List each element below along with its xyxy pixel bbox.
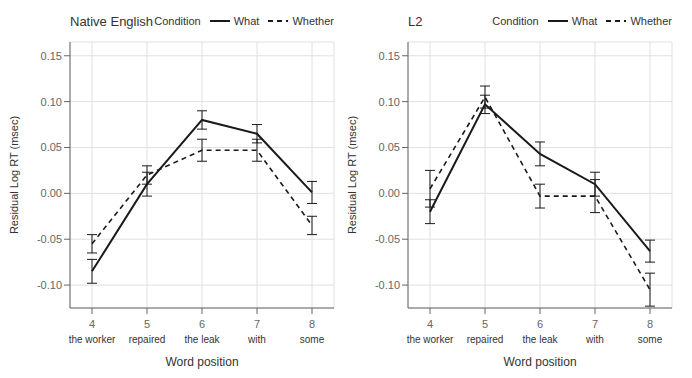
svg-text:Residual Log RT (msec): Residual Log RT (msec) [346, 116, 358, 234]
svg-text:-0.05: -0.05 [375, 233, 400, 245]
svg-text:-0.10: -0.10 [375, 279, 400, 291]
svg-text:0.05: 0.05 [41, 141, 62, 153]
svg-text:with: with [585, 334, 604, 345]
svg-text:4: 4 [89, 318, 95, 330]
svg-text:6: 6 [199, 318, 205, 330]
svg-text:Word position: Word position [165, 355, 238, 369]
svg-text:Word position: Word position [503, 355, 576, 369]
html-text:What: What [571, 15, 598, 27]
svg-text:7: 7 [592, 318, 598, 330]
svg-text:the worker: the worker [407, 334, 454, 345]
svg-text:some: some [300, 334, 325, 345]
svg-text:0.15: 0.15 [379, 50, 400, 62]
svg-text:8: 8 [647, 318, 653, 330]
html-text:Whether: Whether [630, 15, 672, 27]
svg-text:repaired: repaired [467, 334, 504, 345]
svg-text:4: 4 [427, 318, 433, 330]
html-text:Native EnglishCondition: Native EnglishCondition [70, 13, 201, 29]
svg-text:-0.05: -0.05 [37, 233, 62, 245]
svg-text:5: 5 [144, 318, 150, 330]
svg-text:the worker: the worker [69, 334, 116, 345]
svg-text:0.10: 0.10 [379, 96, 400, 108]
svg-text:with: with [247, 334, 266, 345]
svg-text:the leak: the leak [184, 334, 220, 345]
svg-text:-0.10: -0.10 [37, 279, 62, 291]
svg-text:repaired: repaired [129, 334, 166, 345]
svg-text:0.10: 0.10 [41, 96, 62, 108]
html-text:What: What [233, 15, 260, 27]
svg-text:7: 7 [254, 318, 260, 330]
svg-text:some: some [638, 334, 663, 345]
html-text:L2: L2 [408, 13, 423, 29]
svg-text:5: 5 [482, 318, 488, 330]
svg-text:the leak: the leak [522, 334, 558, 345]
svg-text:0.00: 0.00 [379, 187, 400, 199]
html-text:Condition: Condition [492, 15, 539, 27]
svg-text:6: 6 [537, 318, 543, 330]
svg-text:0.00: 0.00 [41, 187, 62, 199]
html-text:Whether: Whether [292, 15, 334, 27]
svg-text:0.15: 0.15 [41, 50, 62, 62]
svg-text:8: 8 [309, 318, 315, 330]
svg-text:0.05: 0.05 [379, 141, 400, 153]
svg-text:Residual Log RT (msec): Residual Log RT (msec) [8, 116, 20, 234]
